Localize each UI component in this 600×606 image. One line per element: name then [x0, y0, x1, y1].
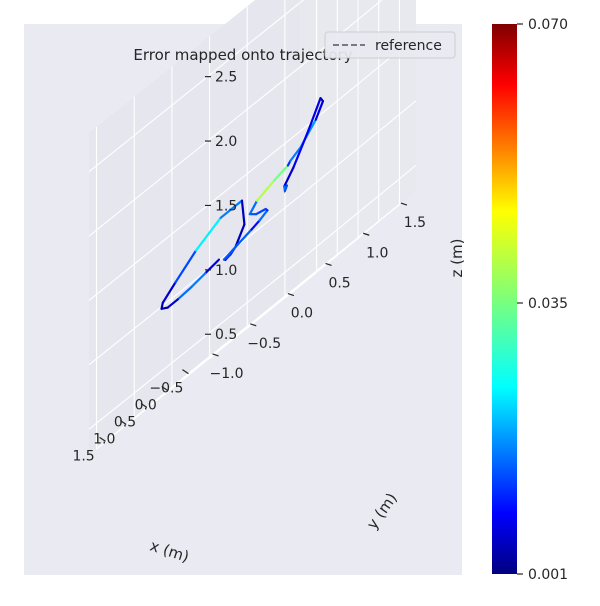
z-tick-label: 0.5 — [215, 327, 237, 343]
y-tick-label: 0.0 — [291, 306, 313, 322]
z-axis-label: z (m) — [448, 239, 466, 278]
colorbar-tick-label: 0.001 — [528, 567, 568, 583]
colorbar-tick-label: 0.070 — [528, 17, 568, 33]
colorbar-ticks: 0.001 0.035 0.070 — [517, 17, 568, 583]
y-tick-label: −0.5 — [247, 336, 281, 352]
legend-label-reference: reference — [375, 38, 442, 54]
y-tick-label: 0.5 — [328, 275, 350, 291]
colorbar-gradient — [492, 24, 517, 574]
z-tick-label: 1.5 — [215, 198, 237, 214]
x-tick-label: 1.5 — [72, 448, 94, 464]
y-tick-label: −1.0 — [210, 366, 244, 382]
colorbar: 0.001 0.035 0.070 — [492, 17, 568, 583]
z-tick-label: 1.0 — [215, 263, 237, 279]
x-tick-label: 1.0 — [93, 431, 115, 447]
z-tick-label: 2.0 — [215, 134, 237, 150]
y-tick-label: 1.0 — [366, 245, 388, 261]
colorbar-tick-label: 0.035 — [528, 296, 568, 312]
z-tick-label: 2.5 — [215, 70, 237, 86]
x-tick-label: 0.5 — [114, 415, 136, 431]
legend: reference — [325, 32, 455, 58]
chart-title: Error mapped onto trajectory — [133, 46, 352, 64]
y-tick-label: 1.5 — [404, 215, 426, 231]
x-tick-label: −0.5 — [149, 381, 183, 397]
x-tick-label: 0.0 — [135, 398, 157, 414]
